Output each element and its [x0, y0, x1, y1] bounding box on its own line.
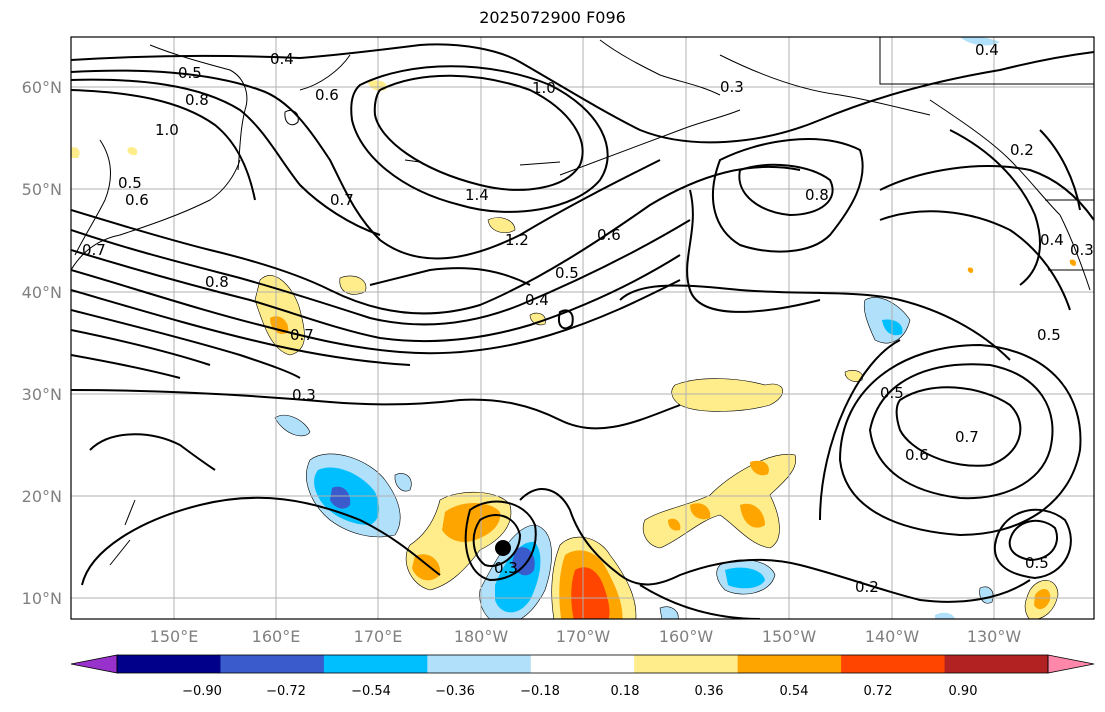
lon-tick-label: 160°W	[659, 627, 714, 646]
contour-label: 0.8	[805, 186, 829, 204]
lon-tick-label: 170°W	[556, 627, 611, 646]
colorbar-tick-label: −0.54	[351, 684, 391, 699]
lon-tick-label: 180°W	[454, 627, 509, 646]
contour-label: 0.4	[975, 41, 999, 59]
gridlines	[71, 37, 1094, 619]
lat-tick-label: 20°N	[22, 487, 62, 506]
contour-label: 0.6	[125, 191, 149, 209]
contour-label: 0.4	[270, 50, 294, 68]
lon-tick-label: 170°E	[354, 627, 403, 646]
contour-label: 0.7	[955, 428, 979, 446]
contour-label: 0.8	[205, 273, 229, 291]
contour-lines	[71, 43, 1094, 619]
contour-label: 0.5	[1025, 554, 1049, 572]
longitude-axis: 150°E 160°E 170°E 180°W 170°W 160°W 150°…	[150, 627, 1022, 646]
colorbar-segment	[841, 655, 946, 673]
lon-tick-label: 160°E	[252, 627, 301, 646]
colorbar-segment	[117, 655, 221, 673]
colorbar-extend-min	[70, 654, 118, 674]
contour-label: 0.3	[720, 78, 744, 96]
contour-label: 0.6	[315, 86, 339, 104]
colorbar-ticks: −0.90 −0.72 −0.54 −0.36 −0.18 0.18 0.36 …	[182, 684, 977, 699]
colorbar-tick-label: −0.18	[520, 684, 560, 699]
contour-label: 0.2	[1010, 141, 1034, 159]
colorbar-segment	[737, 655, 842, 673]
colorbar-tick-label: 0.90	[949, 684, 978, 699]
colorbar-segment	[323, 655, 428, 673]
contour-label: 0.7	[82, 241, 106, 259]
contour-label: 1.0	[155, 121, 179, 139]
map-frame	[70, 36, 1095, 620]
contour-label: 0.5	[880, 384, 904, 402]
contour-label: 1.4	[465, 186, 489, 204]
latitude-axis: 10°N 20°N 30°N 40°N 50°N 60°N	[22, 78, 62, 608]
colorbar-segment	[427, 655, 532, 673]
colorbar-tick-label: 0.18	[611, 684, 640, 699]
lat-tick-label: 60°N	[22, 78, 62, 97]
colorbar-tick-label: 0.72	[864, 684, 893, 699]
lat-tick-label: 40°N	[22, 283, 62, 302]
contour-label: 0.6	[597, 226, 621, 244]
contour-label: 0.4	[525, 291, 549, 309]
colorbar: −0.90 −0.72 −0.54 −0.36 −0.18 0.18 0.36 …	[70, 654, 1095, 699]
colorbar-extend-max	[1047, 654, 1095, 674]
page-title: 2025072900 F096	[479, 8, 626, 27]
contour-label: 0.6	[905, 446, 929, 464]
colorbar-tick-label: 0.36	[695, 684, 724, 699]
lon-tick-label: 130°W	[967, 627, 1022, 646]
lat-tick-label: 10°N	[22, 589, 62, 608]
colorbar-tick-label: 0.54	[780, 684, 809, 699]
contour-label: 0.7	[330, 191, 354, 209]
lon-tick-label: 150°W	[762, 627, 817, 646]
contour-label: 0.3	[494, 559, 518, 577]
contour-label: 0.4	[1040, 231, 1064, 249]
contour-label: 1.0	[532, 79, 556, 97]
contour-label: 0.3	[292, 386, 316, 404]
contour-label: 0.5	[178, 64, 202, 82]
lon-tick-label: 150°E	[150, 627, 199, 646]
lat-tick-label: 30°N	[22, 385, 62, 404]
colorbar-border	[116, 654, 1049, 674]
colorbar-segment	[530, 655, 635, 673]
colorbar-segment	[220, 655, 325, 673]
colorbar-segment	[634, 655, 739, 673]
coastlines	[71, 37, 1094, 566]
contour-label: 1.2	[505, 231, 529, 249]
contour-label: 0.7	[290, 326, 314, 344]
anomaly-shading	[71, 37, 1077, 619]
lon-tick-label: 140°W	[865, 627, 920, 646]
colorbar-segments	[70, 654, 1095, 674]
contour-label: 0.5	[555, 264, 579, 282]
contour-label: 0.5	[118, 174, 142, 192]
colorbar-tick-label: −0.90	[182, 684, 222, 699]
colorbar-tick-label: −0.72	[266, 684, 306, 699]
cyclone-center-marker	[495, 540, 511, 556]
contour-label: 0.2	[855, 578, 879, 596]
colorbar-tick-label: −0.36	[435, 684, 475, 699]
contour-label: 0.8	[185, 91, 209, 109]
map-plot-area: 0.4 0.5 0.8 0.6 1.0 0.5 0.6 0.7 0.7 0.8 …	[71, 37, 1094, 619]
colorbar-segment	[944, 655, 1049, 673]
contour-label-group: 0.4 0.5 0.8 0.6 1.0 0.5 0.6 0.7 0.7 0.8 …	[82, 41, 1094, 596]
lat-tick-label: 50°N	[22, 180, 62, 199]
contour-label: 0.5	[1037, 326, 1061, 344]
contour-label: 0.3	[1070, 241, 1094, 259]
